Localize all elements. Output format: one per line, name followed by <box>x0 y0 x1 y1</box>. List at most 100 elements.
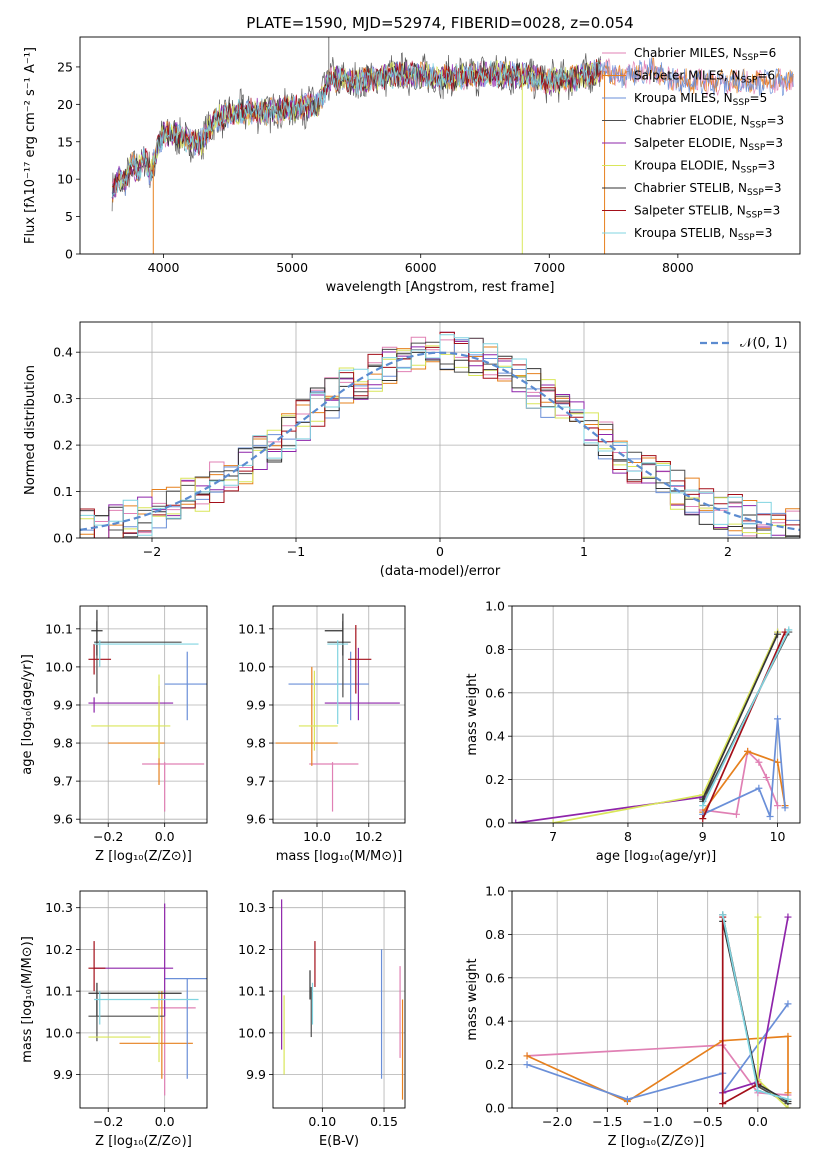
weight-marker <box>784 1089 792 1097</box>
x-tick-label: 10.0 <box>303 829 331 844</box>
weight-marker <box>699 815 707 823</box>
legend-label: 𝒩(0, 1) <box>740 336 787 351</box>
x-tick-label: 10 <box>770 829 786 844</box>
weight-marker <box>754 913 762 921</box>
y-tick-label: 0.6 <box>485 970 505 985</box>
x-axis-label: (data-model)/error <box>380 564 501 579</box>
weight-marker <box>774 715 782 723</box>
histogram-series-9 <box>80 334 800 538</box>
legend-label: Kroupa STELIB, NSSP=3 <box>634 226 772 243</box>
weight-marker <box>512 819 520 823</box>
weight-marker <box>523 1061 531 1069</box>
x-tick-label: 0.15 <box>370 1114 398 1129</box>
x-tick-label: 6000 <box>405 260 437 275</box>
x-tick-label: 10.2 <box>355 829 383 844</box>
legend-label: Chabrier MILES, NSSP=6 <box>634 46 776 63</box>
age-vs-mass-crosses <box>275 613 400 812</box>
normal-curve <box>80 351 800 531</box>
y-tick-label: 9.9 <box>246 697 266 712</box>
axes-frame <box>79 605 208 824</box>
weight-marker <box>523 1052 531 1060</box>
y-tick-label: 9.7 <box>53 774 73 789</box>
weight-series-7 <box>702 633 779 800</box>
x-axis-label: wavelength [Angstrom, rest frame] <box>326 280 555 295</box>
x-tick-label: 8000 <box>662 260 694 275</box>
y-tick-label: 9.7 <box>246 774 266 789</box>
x-tick-label: −1.0 <box>642 1114 672 1129</box>
weight-series-1 <box>702 749 779 816</box>
y-tick-label: 15 <box>57 134 73 149</box>
x-axis-label: mass [log₁₀(M/M⊙)] <box>276 849 403 864</box>
mw-vs-age-lines <box>512 626 793 823</box>
x-tick-label: −2.0 <box>542 1114 572 1129</box>
x-tick-label: −1 <box>287 544 305 559</box>
legend-label: Chabrier ELODIE, NSSP=3 <box>634 114 784 131</box>
x-tick-label: 0.0 <box>155 1114 175 1129</box>
x-tick-label: −0.2 <box>93 1114 123 1129</box>
y-tick-label: 0.8 <box>485 927 505 942</box>
x-tick-label: 8 <box>624 829 632 844</box>
axes-frame <box>511 890 801 1109</box>
x-tick-label: −0.5 <box>692 1114 722 1129</box>
weight-marker <box>755 784 763 792</box>
weight-series-9 <box>702 629 790 806</box>
x-tick-label: 0.0 <box>748 1114 768 1129</box>
x-tick-label: −0.2 <box>93 829 123 844</box>
weight-marker <box>754 1087 762 1095</box>
axes-frame <box>79 321 801 539</box>
weight-marker <box>699 802 707 810</box>
y-tick-label: 9.9 <box>53 697 73 712</box>
legend-label: Kroupa ELODIE, NSSP=3 <box>634 159 775 176</box>
axes-frame <box>272 605 406 824</box>
weight-marker <box>719 1100 727 1108</box>
weight-marker <box>549 819 557 823</box>
mw-vs-Z-lines <box>523 911 792 1108</box>
weight-marker <box>784 1104 792 1108</box>
mass-vs-EBV-crosses <box>281 899 404 1100</box>
axes-frame <box>511 605 801 824</box>
x-tick-label: 1 <box>580 544 588 559</box>
y-tick-label: 0.8 <box>485 642 505 657</box>
weight-series-2 <box>702 750 786 813</box>
y-tick-label: 10.3 <box>238 900 266 915</box>
weight-marker <box>732 810 740 818</box>
x-axis-label: age [log₁₀(age/yr)] <box>596 849 717 864</box>
weight-marker <box>766 812 774 820</box>
weight-marker <box>774 630 782 638</box>
x-tick-label: 7 <box>549 829 557 844</box>
y-tick-label: 0.2 <box>53 438 73 453</box>
weight-series-5 <box>722 916 789 1094</box>
weight-marker <box>784 913 792 921</box>
y-tick-label: 0.4 <box>53 345 73 360</box>
y-tick-label: 9.9 <box>246 1067 266 1082</box>
weight-marker <box>755 758 763 766</box>
y-tick-label: 0.0 <box>485 1101 505 1116</box>
x-tick-label: 9 <box>699 829 707 844</box>
y-tick-label: 9.9 <box>53 1067 73 1082</box>
x-tick-label: 7000 <box>533 260 565 275</box>
y-tick-label: 10.1 <box>238 621 266 636</box>
y-tick-label: 0.2 <box>485 1057 505 1072</box>
x-tick-label: 5000 <box>276 260 308 275</box>
y-tick-label: 0.2 <box>485 772 505 787</box>
x-tick-label: 0.0 <box>155 829 175 844</box>
weight-marker <box>785 626 793 634</box>
y-tick-label: 9.8 <box>246 736 266 751</box>
weight-marker <box>623 1095 631 1103</box>
weight-marker <box>784 1032 792 1040</box>
legend-label: Salpeter STELIB, NSSP=3 <box>634 204 780 221</box>
weight-marker <box>744 747 752 755</box>
x-tick-label: 0 <box>436 544 444 559</box>
y-axis-label: Flux [fλ10⁻¹⁷ erg cm⁻² s⁻¹ A⁻¹] <box>23 47 38 244</box>
y-axis-label: mass [log₁₀(M/M⊙)] <box>20 936 35 1063</box>
figure-title: PLATE=1590, MJD=52974, FIBERID=0028, z=0… <box>246 14 633 32</box>
age-vs-Z-crosses <box>88 609 207 812</box>
legend-label: Chabrier STELIB, NSSP=3 <box>634 181 782 198</box>
y-axis-label: mass weight <box>465 958 480 1040</box>
y-tick-label: 0.4 <box>485 729 505 744</box>
spectrum-lines <box>111 37 794 254</box>
y-tick-label: 1.0 <box>485 599 505 614</box>
y-tick-label: 10.0 <box>238 659 266 674</box>
y-tick-label: 10.1 <box>45 621 73 636</box>
